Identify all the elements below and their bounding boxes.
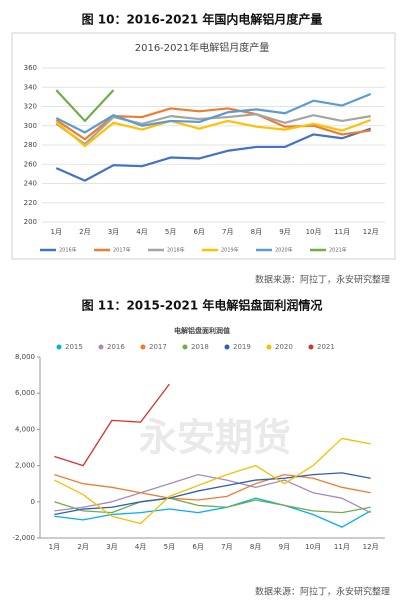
x-tick-label: 4月 bbox=[135, 543, 146, 551]
x-tick-label: 8月 bbox=[251, 228, 262, 236]
y-tick-label: 0 bbox=[31, 498, 35, 506]
legend-label: 2019 bbox=[233, 343, 251, 351]
chart-title: 2016-2021年电解铝月度产量 bbox=[135, 41, 270, 54]
legend-label: 2018 bbox=[191, 343, 209, 351]
series-line bbox=[54, 472, 371, 516]
series-line bbox=[54, 474, 371, 501]
watermark: 永安期货 bbox=[139, 416, 291, 460]
legend-label: 2021年 bbox=[329, 247, 347, 254]
legend-swatch bbox=[98, 344, 104, 350]
x-tick-label: 12月 bbox=[363, 543, 379, 551]
x-tick-label: 2月 bbox=[79, 228, 90, 236]
legend-label: 2021 bbox=[317, 343, 335, 351]
y-tick-label: 6,000 bbox=[15, 389, 35, 397]
x-tick-label: 7月 bbox=[222, 228, 233, 236]
chart-frame bbox=[11, 32, 396, 260]
legend-label: 2020年 bbox=[275, 247, 293, 254]
series-line bbox=[54, 383, 170, 467]
x-tick-label: 2月 bbox=[77, 543, 88, 551]
legend-label: 2017年 bbox=[113, 247, 131, 254]
y-tick-label: 260 bbox=[24, 160, 37, 168]
legend-label: 2015 bbox=[65, 343, 83, 351]
series-line bbox=[55, 127, 372, 182]
legend-label: 2017 bbox=[149, 343, 167, 351]
figure-heading: 图 10：2016-2021 年国内电解铝月度产量 bbox=[82, 12, 323, 27]
y-tick-label: 280 bbox=[24, 141, 37, 149]
x-tick-label: 8月 bbox=[250, 543, 261, 551]
legend-swatch bbox=[266, 344, 272, 350]
legend-swatch bbox=[140, 344, 146, 350]
y-tick-label: 2,000 bbox=[15, 462, 35, 470]
x-tick-label: 6月 bbox=[193, 228, 204, 236]
series-line bbox=[54, 497, 371, 528]
legend-label: 2020 bbox=[275, 343, 293, 351]
x-tick-label: 12月 bbox=[363, 228, 379, 236]
legend-swatch bbox=[224, 344, 230, 350]
legend-swatch bbox=[56, 344, 62, 350]
y-tick-label: 200 bbox=[24, 218, 37, 226]
y-tick-label: 360 bbox=[24, 64, 37, 72]
x-tick-label: 7月 bbox=[221, 543, 232, 551]
series-line bbox=[54, 474, 371, 514]
source-note: 数据来源：阿拉丁，永安研究整理 bbox=[255, 274, 390, 286]
y-tick-label: 4,000 bbox=[15, 425, 35, 433]
figure-heading: 图 11：2015-2021 年电解铝盘面利润情况 bbox=[82, 298, 323, 313]
series-line bbox=[55, 107, 371, 141]
x-tick-label: 9月 bbox=[279, 228, 290, 236]
legend-label: 2016 bbox=[107, 343, 125, 351]
y-tick-label: 320 bbox=[24, 103, 37, 111]
x-tick-label: 10月 bbox=[305, 543, 321, 551]
y-tick-label: 240 bbox=[24, 180, 37, 188]
x-tick-label: 5月 bbox=[164, 543, 175, 551]
series-line bbox=[55, 89, 115, 123]
x-tick-label: 11月 bbox=[334, 543, 350, 551]
y-tick-label: 8,000 bbox=[15, 353, 35, 361]
series-line bbox=[55, 118, 372, 148]
legend-swatch bbox=[308, 344, 314, 350]
x-tick-label: 1月 bbox=[51, 228, 62, 236]
x-tick-label: 11月 bbox=[334, 228, 350, 236]
x-tick-label: 10月 bbox=[306, 228, 322, 236]
legend-label: 2019年 bbox=[221, 247, 239, 254]
legend-label: 2018年 bbox=[167, 247, 185, 254]
legend-swatch bbox=[182, 344, 188, 350]
series-line bbox=[55, 92, 372, 134]
source-note: 数据来源：阿拉丁，永安研究整理 bbox=[255, 586, 390, 598]
y-tick-label: -2,000 bbox=[12, 534, 35, 542]
y-tick-label: 220 bbox=[24, 199, 37, 207]
legend-label: 2016年 bbox=[59, 247, 77, 254]
x-tick-label: 3月 bbox=[108, 228, 119, 236]
y-tick-label: 340 bbox=[24, 83, 37, 91]
x-tick-label: 5月 bbox=[165, 228, 176, 236]
series-line bbox=[54, 437, 371, 525]
chart-title: 电解铝盘面利润值 bbox=[174, 326, 230, 335]
x-tick-label: 4月 bbox=[136, 228, 147, 236]
y-tick-label: 300 bbox=[24, 122, 37, 130]
x-tick-label: 6月 bbox=[192, 543, 203, 551]
x-tick-label: 3月 bbox=[106, 543, 117, 551]
x-tick-label: 1月 bbox=[49, 543, 60, 551]
x-tick-label: 9月 bbox=[279, 543, 290, 551]
